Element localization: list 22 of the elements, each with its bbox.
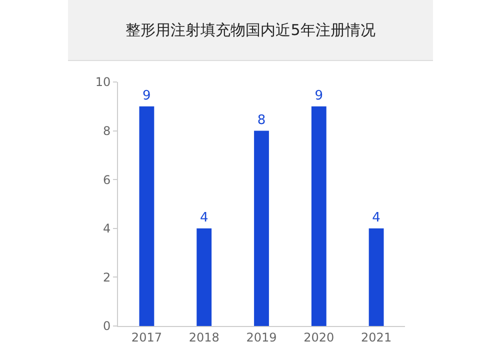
x-tick-label: 2020: [304, 330, 334, 344]
y-tick-label: 6: [102, 172, 111, 187]
y-tick-label: 2: [102, 270, 111, 284]
bar: [254, 130, 269, 326]
bar: [368, 228, 384, 326]
data-label: 8: [257, 112, 266, 128]
data-label: 9: [314, 88, 324, 104]
data-label: 4: [372, 210, 380, 226]
x-tick-label: 2017: [131, 330, 162, 344]
chart-title: 整形用注射填充物国内近5年注册情况: [68, 0, 433, 61]
y-tick-label: 10: [95, 75, 111, 90]
bar: [139, 106, 154, 326]
data-label: 9: [142, 88, 151, 104]
x-tick-label: 2018: [188, 330, 220, 344]
y-tick-label: 0: [102, 319, 111, 334]
x-tick-label: 2021: [361, 330, 392, 344]
y-tick-label: 8: [102, 124, 111, 138]
x-tick-label: 2019: [246, 330, 277, 344]
y-tick-label: 4: [102, 222, 111, 236]
bar: [196, 228, 212, 326]
bar: [311, 106, 326, 326]
data-label: 4: [200, 210, 208, 226]
